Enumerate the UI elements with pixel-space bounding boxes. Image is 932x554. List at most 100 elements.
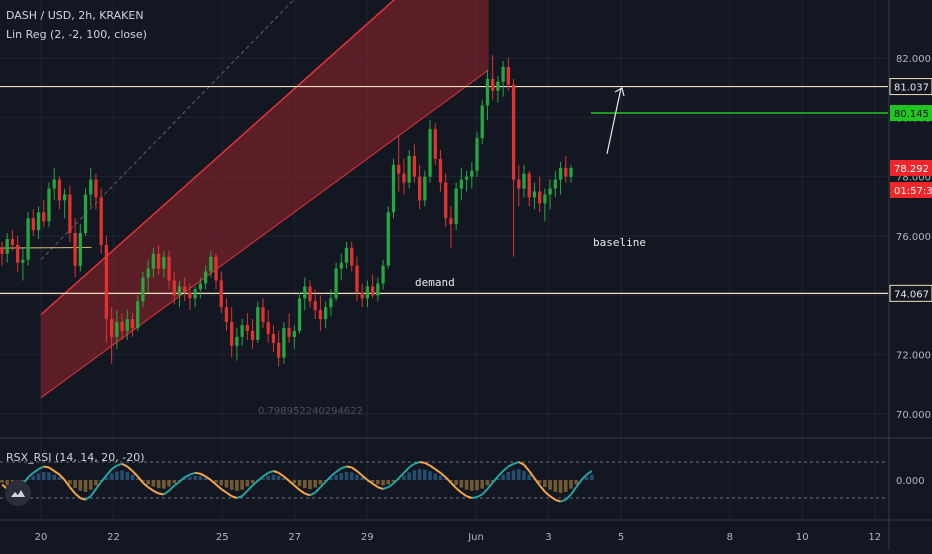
candle-body xyxy=(480,105,484,139)
rsi-line-segment xyxy=(523,464,530,472)
rsi-line-segment xyxy=(251,480,259,487)
rsi-histogram-bar xyxy=(47,472,51,480)
rsi-histogram-bar xyxy=(584,476,589,480)
rsi-line-segment xyxy=(538,484,546,493)
candle-body xyxy=(454,188,458,225)
candle-body xyxy=(308,286,312,302)
rsi-histogram-bar xyxy=(104,477,109,480)
rsi-histogram-bar xyxy=(57,476,62,480)
rsi-line-segment xyxy=(69,486,76,495)
rsi-histogram-bar xyxy=(313,480,317,488)
rsi-line-segment xyxy=(565,493,572,501)
rsi-line-segment xyxy=(116,462,123,467)
price-tag xyxy=(889,284,932,302)
rsi-line-segment xyxy=(38,465,45,471)
rsi-line-segment xyxy=(387,482,395,489)
candle-body xyxy=(250,330,255,340)
rsi-histogram-bar xyxy=(120,470,124,480)
rsi-histogram-bar xyxy=(412,470,417,480)
rsi-histogram-bar xyxy=(449,480,453,482)
rsi-line-segment xyxy=(356,470,363,477)
candle-body xyxy=(224,307,229,323)
price-tick-label: 76.000 xyxy=(896,232,931,243)
candle-body xyxy=(120,322,124,331)
rsi-histogram-bar xyxy=(443,478,448,480)
rsi-line-segment xyxy=(142,481,149,488)
candle-body xyxy=(16,244,20,263)
rsi-histogram-bar xyxy=(203,477,208,480)
rsi-histogram-bar xyxy=(182,478,187,480)
candle-body xyxy=(52,179,56,189)
candle-body xyxy=(36,212,41,231)
candle-body xyxy=(167,256,171,281)
rsi-histogram-bar xyxy=(370,480,375,483)
candle-body xyxy=(350,247,354,266)
rsi-histogram-bar xyxy=(94,480,98,486)
candle-body xyxy=(475,138,479,171)
rsi-histogram-bar xyxy=(297,480,302,486)
rsi-line-segment xyxy=(225,491,233,498)
rsi-line-segment xyxy=(560,498,567,503)
rsi-histogram-bar xyxy=(193,475,197,480)
rsi-line-segment xyxy=(439,472,447,479)
rsi-line-segment xyxy=(419,461,425,464)
price-tag xyxy=(890,182,932,199)
candle-body xyxy=(125,319,129,331)
rsi-histogram-bar xyxy=(235,480,239,491)
rsi-histogram-bar xyxy=(438,475,443,480)
rsi-line-segment xyxy=(434,468,442,474)
rsi-line-segment xyxy=(518,461,525,466)
rsi-line-segment xyxy=(288,480,295,487)
candle-body xyxy=(183,286,187,293)
rsi-line-segment xyxy=(392,477,400,485)
candle-body xyxy=(214,256,218,281)
rsi-line-segment xyxy=(330,471,337,478)
rsi-histogram-bar xyxy=(339,472,344,480)
candle-body xyxy=(136,301,140,328)
rsi-histogram-bar xyxy=(26,478,30,480)
rsi-line-segment xyxy=(340,465,347,470)
candle-body xyxy=(564,167,568,177)
rsi-histogram-bar xyxy=(407,472,411,480)
rsi-line-segment xyxy=(173,480,181,487)
candle-body xyxy=(109,319,114,337)
rsi-line-segment xyxy=(460,491,468,498)
candle-body xyxy=(433,129,437,159)
rsi-line-segment xyxy=(408,462,415,469)
tradingview-logo-icon[interactable] xyxy=(5,480,31,506)
rsi-histogram-bar xyxy=(162,480,166,489)
rsi-histogram-bar xyxy=(329,477,333,480)
candle-body xyxy=(62,194,67,201)
rsi-line-segment xyxy=(471,496,478,499)
candle-body xyxy=(449,218,453,225)
candle-body xyxy=(47,188,51,222)
rsi-histogram-bar xyxy=(496,477,500,480)
rsi-histogram-bar xyxy=(52,474,56,480)
candle-body xyxy=(287,327,291,337)
rsi-line-segment xyxy=(366,479,374,485)
candle-body xyxy=(334,268,338,299)
rsi-histogram-bar xyxy=(31,475,36,480)
rsi-line-segment xyxy=(126,465,134,472)
rsi-histogram-bar xyxy=(219,480,224,486)
candle-body xyxy=(397,164,401,174)
rsi-line-segment xyxy=(215,483,222,490)
candle-body xyxy=(339,262,343,269)
time-tick-label: 3 xyxy=(545,532,551,543)
candle-body xyxy=(569,168,573,177)
rsi-line-segment xyxy=(63,479,71,488)
rsi-histogram-bar xyxy=(292,480,297,484)
rsi-line-segment xyxy=(158,492,164,496)
candle-body xyxy=(245,325,249,331)
rsi-line-segment xyxy=(429,464,436,471)
rsi-line-segment xyxy=(298,489,306,495)
time-tick-label: 8 xyxy=(727,532,733,543)
rsi-line-segment xyxy=(544,490,551,497)
rsi-histogram-bar xyxy=(151,480,156,487)
candle-body xyxy=(99,197,103,245)
rsi-line-segment xyxy=(554,498,561,503)
candle-body xyxy=(402,173,406,183)
rsi-histogram-bar xyxy=(224,480,229,488)
